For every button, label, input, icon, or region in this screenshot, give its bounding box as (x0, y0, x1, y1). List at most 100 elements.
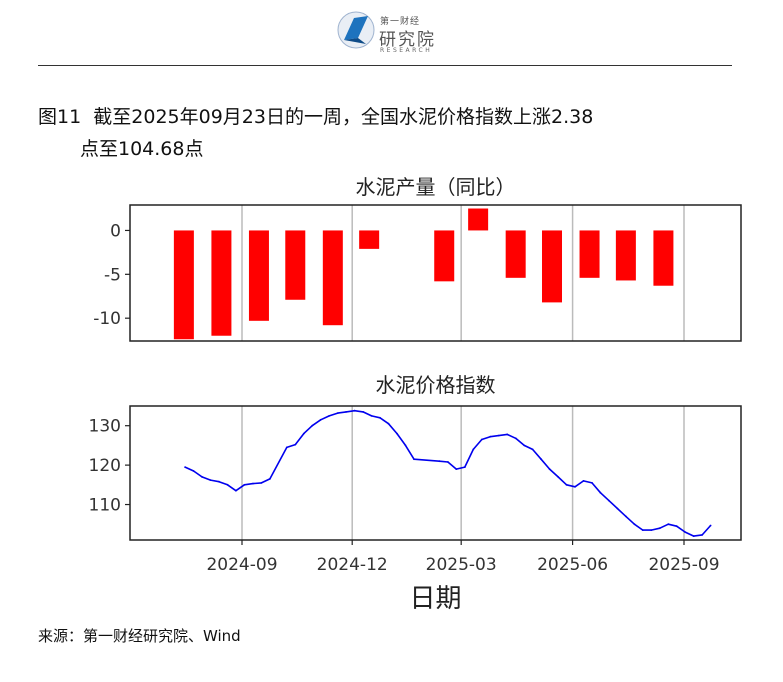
line-chart-title: 水泥价格指数 (376, 373, 496, 397)
figure-label: 图11 (38, 106, 82, 128)
price-point-2024-07-30 (201, 476, 203, 478)
logo: 第一财经 研究院 RESEARCH (336, 8, 456, 56)
price-point-2024-10-08 (285, 446, 288, 449)
price-point-2024-08-27 (235, 489, 237, 492)
price-point-2024-11-05 (319, 418, 322, 421)
bar-2025-08 (653, 230, 674, 286)
price-point-2025-06-03 (574, 485, 576, 488)
price-point-2025-03-25 (489, 435, 492, 438)
price-point-2025-09-09 (692, 535, 695, 537)
bar-2024-10 (285, 230, 306, 300)
price-point-2024-07-16 (184, 466, 187, 468)
price-point-2025-01-07 (396, 432, 398, 435)
bar-2024-08 (211, 230, 232, 336)
price-point-2025-07-22 (633, 523, 636, 526)
price-point-2025-07-01 (608, 499, 610, 502)
price-point-2024-11-19 (336, 412, 339, 414)
price-point-2025-05-27 (565, 483, 568, 486)
line-panel-frame (129, 405, 742, 541)
bar-2025-07 (615, 230, 636, 281)
bar-2025-06 (579, 230, 600, 278)
price-point-2025-04-15 (514, 437, 517, 440)
price-index-line (184, 409, 712, 537)
price-point-2025-09-23 (709, 524, 712, 527)
price-point-2024-07-23 (192, 470, 195, 472)
xtick-label-1: 2024-12 (317, 555, 388, 575)
price-point-2025-08-26 (675, 525, 678, 528)
xtick-label-3: 2025-06 (537, 555, 608, 575)
bar-2025-03 (468, 208, 489, 231)
xtick-label-0: 2024-09 (206, 555, 277, 575)
price-point-2025-04-01 (497, 434, 500, 437)
price-point-2025-03-18 (480, 438, 483, 441)
price-point-2024-12-03 (353, 409, 356, 412)
bar-chart-title: 水泥产量（同比） (356, 175, 516, 199)
price-point-2025-02-18 (447, 461, 449, 463)
x-axis-label: 日期 (409, 584, 461, 614)
price-point-2025-02-11 (438, 460, 441, 463)
bar-2025-02 (434, 230, 455, 282)
price-point-2024-12-17 (370, 415, 373, 417)
price-point-2025-03-11 (472, 448, 475, 451)
price-point-2024-08-06 (209, 479, 212, 481)
price-point-2024-12-24 (379, 416, 381, 419)
price-point-2024-08-13 (218, 480, 220, 483)
price-point-2024-09-24 (269, 478, 271, 480)
price-point-2024-11-12 (328, 415, 331, 417)
line-ytick-label-1: 120 (89, 456, 121, 476)
price-point-2025-04-22 (523, 444, 526, 447)
line-ytick-label-0: 110 (89, 496, 121, 516)
bar-2024-09 (248, 230, 269, 321)
price-point-2024-11-26 (345, 411, 347, 413)
figure-title: 图11 截至2025年09月23日的一周，全国水泥价格指数上涨2.38 点至10… (38, 101, 738, 165)
bar-2024-12 (359, 230, 380, 249)
price-point-2025-01-21 (413, 458, 415, 461)
price-point-2025-08-19 (667, 523, 670, 526)
price-point-2024-10-15 (294, 443, 297, 446)
figure-title-line1: 截至2025年09月23日的一周，全国水泥价格指数上涨2.38 (93, 106, 594, 128)
price-point-2025-09-16 (701, 534, 704, 536)
bar-panel-frame (129, 204, 742, 342)
figure-title-line2: 点至104.68点 (80, 138, 204, 160)
price-point-2025-07-15 (625, 515, 627, 518)
price-point-2024-12-31 (387, 422, 390, 425)
bar-2025-05 (542, 230, 563, 303)
price-point-2025-05-13 (548, 468, 551, 470)
price-point-2025-09-02 (684, 531, 687, 533)
price-point-2025-04-08 (506, 433, 509, 436)
price-point-2025-03-04 (463, 466, 466, 468)
price-point-2024-09-17 (260, 482, 263, 484)
source-note: 来源：第一财经研究院、Wind (38, 627, 241, 645)
price-point-2025-05-20 (557, 476, 559, 478)
price-point-2025-05-06 (540, 458, 542, 461)
price-point-2025-02-25 (455, 468, 458, 470)
price-point-2024-08-20 (226, 483, 229, 486)
header-divider (38, 65, 732, 66)
price-point-2024-09-03 (243, 483, 246, 486)
bar-ytick-label-2: -10 (93, 309, 121, 329)
logo-text-small: 第一财经 (380, 17, 421, 27)
bar-2025-04 (505, 230, 526, 278)
price-point-2025-06-10 (582, 480, 585, 482)
price-point-2025-08-05 (650, 529, 653, 531)
price-point-2025-06-17 (591, 482, 593, 484)
price-point-2025-04-29 (531, 448, 534, 451)
bar-2024-07 (173, 230, 194, 340)
price-point-2025-07-29 (641, 529, 644, 531)
price-point-2025-08-12 (658, 527, 661, 530)
price-point-2024-10-29 (311, 424, 314, 427)
price-point-2025-07-08 (616, 507, 619, 510)
price-point-2025-01-14 (404, 444, 407, 447)
bar-2024-11 (322, 230, 343, 326)
research-logo-icon (337, 11, 375, 49)
xtick-label-4: 2025-09 (648, 555, 719, 575)
price-point-2024-09-10 (252, 482, 254, 485)
xtick-label-2: 2025-03 (426, 555, 497, 575)
logo-text-big: 研究院 (379, 30, 436, 50)
price-point-2024-12-10 (362, 411, 364, 413)
line-ytick-label-2: 130 (89, 417, 121, 437)
price-point-2024-10-22 (302, 432, 305, 435)
logo-text-en: RESEARCH (380, 47, 433, 54)
bar-ytick-label-0: 0 (110, 221, 121, 241)
